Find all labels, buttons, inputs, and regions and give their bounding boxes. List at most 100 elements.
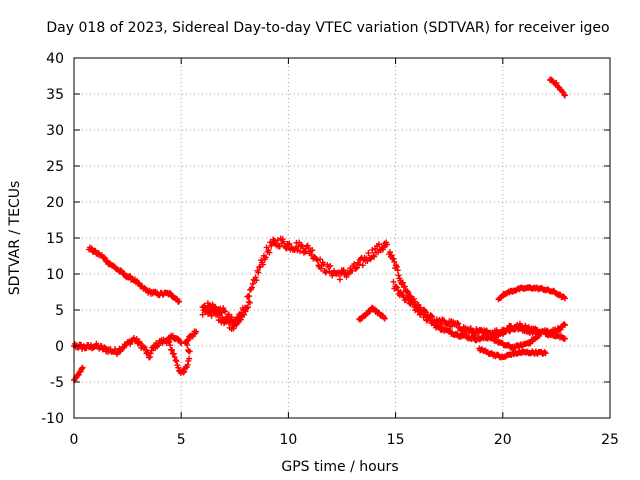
data-point: [170, 350, 177, 357]
x-tick-label: 15: [387, 432, 405, 448]
data-point: [184, 361, 191, 368]
data-point: [252, 274, 259, 281]
y-tick-label: 35: [46, 87, 64, 103]
data-point: [454, 319, 461, 326]
y-tick-label: 40: [46, 51, 64, 67]
data-point: [353, 265, 360, 272]
data-point: [186, 355, 193, 362]
data-point: [305, 245, 312, 252]
chart-title: Day 018 of 2023, Sidereal Day-to-day VTE…: [46, 20, 609, 36]
data-point: [317, 265, 324, 272]
data-point: [375, 241, 382, 248]
data-point: [222, 308, 229, 315]
series-arc-15: [546, 76, 568, 99]
data-point: [422, 312, 429, 319]
data-point: [388, 252, 395, 259]
data-point: [262, 254, 269, 261]
series-arc-1: [71, 364, 86, 384]
y-axis-label: SDTVAR / TECUs: [7, 181, 23, 296]
x-tick-label: 25: [601, 432, 619, 448]
data-point: [285, 241, 292, 248]
data-point: [320, 261, 327, 268]
data-point: [216, 310, 223, 317]
data-point: [354, 264, 361, 271]
data-point: [393, 263, 400, 270]
data-point: [266, 249, 273, 256]
data-point: [167, 342, 174, 349]
data-point: [185, 347, 192, 354]
data-point: [143, 286, 150, 293]
y-tick-label: 15: [46, 231, 64, 247]
data-points: [71, 76, 568, 384]
data-point: [166, 339, 173, 346]
data-point: [79, 364, 86, 371]
series-arc-6: [199, 298, 253, 333]
x-axis-label: GPS time / hours: [281, 459, 398, 475]
data-point: [384, 241, 391, 248]
data-point: [516, 320, 523, 327]
series-arc-3: [165, 328, 200, 376]
data-point: [169, 347, 176, 354]
x-tick-label: 0: [70, 432, 79, 448]
data-point: [365, 250, 372, 257]
x-tick-label: 5: [177, 432, 186, 448]
data-point: [253, 277, 260, 284]
data-point: [246, 293, 253, 300]
axis-ticks: 0 5 10 15 20 25 -10 -5 0 5 10 15 20 25 30 35 40: [41, 51, 619, 448]
data-point: [235, 317, 242, 324]
grid-lines: [74, 58, 610, 418]
y-tick-label: 10: [46, 267, 64, 283]
data-point: [553, 79, 560, 86]
data-point: [541, 349, 548, 356]
x-tick-label: 10: [279, 432, 297, 448]
data-point: [298, 242, 305, 249]
data-point: [299, 245, 306, 252]
y-tick-label: -10: [41, 411, 64, 427]
data-point: [394, 267, 401, 274]
data-point: [193, 328, 200, 335]
series-arc-10: [431, 321, 568, 344]
data-point: [561, 321, 568, 328]
data-point: [371, 253, 378, 260]
data-point: [280, 238, 287, 245]
data-point: [435, 322, 442, 329]
series-arc-4: [86, 244, 183, 305]
data-point: [404, 294, 411, 301]
series-arc-9: [390, 278, 543, 340]
series-arc-13: [542, 331, 568, 342]
data-point: [391, 258, 398, 265]
data-point: [542, 350, 549, 357]
data-point: [455, 320, 462, 327]
data-point: [336, 276, 343, 283]
data-point: [322, 269, 329, 276]
data-point: [100, 254, 107, 261]
data-point: [208, 312, 215, 319]
y-tick-label: -5: [50, 375, 64, 391]
data-point: [394, 284, 401, 291]
data-point: [413, 302, 420, 309]
data-point: [561, 322, 568, 329]
data-point: [380, 314, 387, 321]
data-point: [165, 338, 172, 345]
data-point: [421, 311, 428, 318]
series-arc-14: [495, 284, 568, 303]
data-point: [387, 249, 394, 256]
y-tick-label: 5: [55, 303, 64, 319]
data-point: [340, 267, 347, 274]
data-point: [309, 247, 316, 254]
data-point: [282, 244, 289, 251]
data-point: [397, 288, 404, 295]
data-point: [317, 256, 324, 263]
data-point: [180, 369, 187, 376]
data-point: [536, 332, 543, 339]
data-point: [127, 341, 134, 348]
data-point: [104, 257, 111, 264]
y-tick-label: 25: [46, 159, 64, 175]
series-arc-12: [476, 345, 549, 361]
data-point: [133, 335, 140, 342]
data-point: [78, 365, 85, 372]
data-point: [171, 354, 178, 361]
data-point: [88, 245, 95, 252]
data-point: [355, 261, 362, 268]
